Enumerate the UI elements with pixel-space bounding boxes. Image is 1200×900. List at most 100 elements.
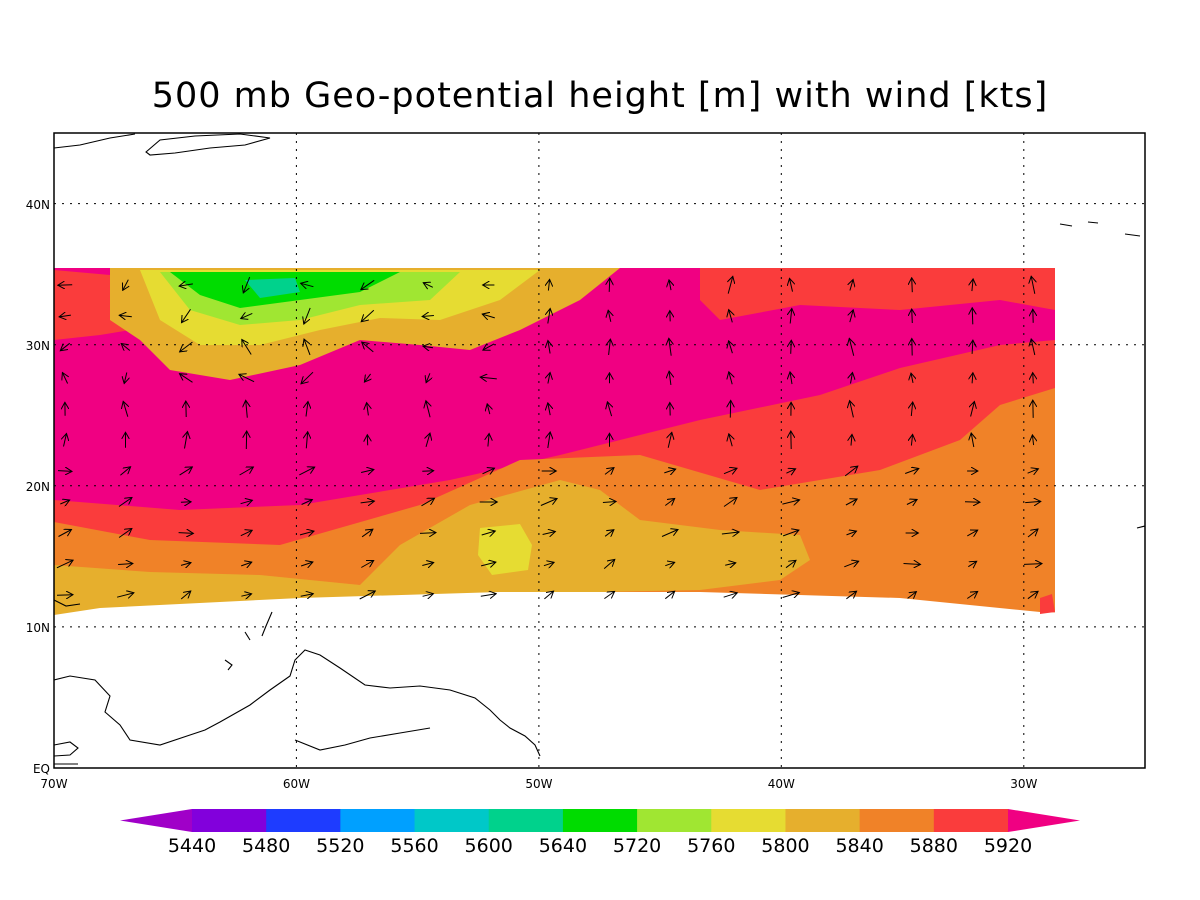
wind-arrow xyxy=(56,595,73,596)
wind-arrow xyxy=(786,469,795,473)
height-field xyxy=(54,268,1145,768)
lon-label-60w: 60W xyxy=(283,777,310,791)
colorbar-swatch xyxy=(266,809,341,832)
colorbar-label: 5640 xyxy=(539,835,587,857)
wind-arrow xyxy=(239,467,254,476)
wind-arrow xyxy=(609,339,611,355)
field-gold xyxy=(54,480,810,615)
colorbar-arrow-low xyxy=(120,809,192,832)
wind-arrow xyxy=(360,501,375,503)
wind-arrow xyxy=(64,434,67,447)
wind-arrow xyxy=(906,500,917,505)
wind-arrow xyxy=(426,373,430,382)
wind-arrow xyxy=(57,471,72,472)
wind-arrow xyxy=(56,560,73,569)
wind-arrow xyxy=(60,342,71,350)
wind-arrow xyxy=(118,529,132,538)
wind-arrow xyxy=(480,562,496,566)
lat-label-40n: 40N xyxy=(26,198,50,212)
wind-arrow xyxy=(540,499,557,506)
wind-arrow xyxy=(1032,435,1033,446)
wind-arrow xyxy=(602,502,616,503)
wind-arrow xyxy=(972,279,973,292)
wind-arrow xyxy=(782,593,800,598)
wind-arrow xyxy=(426,433,430,448)
wind-arrow xyxy=(665,499,674,506)
wind-arrow xyxy=(911,373,913,383)
wind-arrow xyxy=(1031,339,1035,356)
wind-arrow xyxy=(907,592,917,599)
wind-arrow xyxy=(668,432,672,448)
wind-arrow xyxy=(123,401,128,417)
lat-label-30n: 30N xyxy=(26,339,50,353)
lon-label-50w: 50W xyxy=(525,777,552,791)
wind-arrow xyxy=(367,403,369,416)
wind-arrow xyxy=(306,402,308,417)
lat-label-eq: EQ xyxy=(33,762,50,776)
wind-arrow xyxy=(548,432,550,449)
wind-arrow xyxy=(912,278,913,293)
colorbar-swatch xyxy=(933,809,1009,832)
wind-arrow xyxy=(850,401,854,418)
colorbar-label: 5560 xyxy=(390,835,438,857)
wind-arrow xyxy=(304,307,311,324)
lon-label-30w: 30W xyxy=(1010,777,1037,791)
wind-arrow xyxy=(179,467,193,476)
wind-arrow xyxy=(851,373,853,384)
colorbar-label: 5520 xyxy=(316,835,364,857)
wind-arrow xyxy=(912,309,913,324)
wind-arrow xyxy=(791,340,792,354)
colorbar-label: 5440 xyxy=(168,835,216,857)
wind-arrow xyxy=(243,276,251,293)
colorbar-swatch xyxy=(488,809,564,832)
wind-arrow xyxy=(972,373,973,384)
wind-arrow xyxy=(548,373,550,384)
lat-label-10n: 10N xyxy=(26,621,50,635)
wind-arrow xyxy=(967,530,977,536)
wind-arrow xyxy=(729,372,732,385)
wind-arrow xyxy=(180,374,193,383)
wind-arrow xyxy=(422,594,434,597)
colorbar-labels: 5440 5480 5520 5560 5600 5640 5720 5760 5800 5840… xyxy=(168,835,1032,857)
wind-arrow xyxy=(603,559,615,569)
wind-arrow xyxy=(664,469,675,473)
wind-arrow xyxy=(846,591,856,600)
wind-arrow xyxy=(120,467,130,476)
wind-arrow xyxy=(790,278,793,292)
wind-arrow xyxy=(548,309,550,324)
wind-arrow xyxy=(423,283,434,288)
colorbar-swatch xyxy=(859,809,935,832)
wind-arrow xyxy=(911,434,912,446)
wind-arrow xyxy=(362,342,374,353)
colorbar xyxy=(120,809,1080,832)
wind-arrow xyxy=(180,591,191,600)
wind-arrow xyxy=(911,402,912,417)
wind-arrow xyxy=(361,529,373,538)
wind-arrow xyxy=(851,434,852,446)
wind-arrow xyxy=(419,533,436,534)
wind-arrow xyxy=(482,314,495,318)
wind-arrow xyxy=(604,530,614,537)
wind-arrow xyxy=(301,283,314,286)
wind-arrow xyxy=(723,593,738,597)
wind-arrow xyxy=(180,341,193,352)
wind-arrow xyxy=(790,372,792,385)
wind-arrow xyxy=(607,402,611,417)
colorbar-arrow-high xyxy=(1008,809,1080,832)
coastlines xyxy=(54,133,1145,765)
wind-arrow xyxy=(721,532,739,534)
wind-arrow xyxy=(360,470,374,473)
colorbar-label: 5840 xyxy=(835,835,883,857)
wind-arrow xyxy=(241,562,252,566)
wind-arrow xyxy=(844,466,858,477)
wind-arrow xyxy=(665,562,674,565)
wind-arrow xyxy=(422,471,433,472)
wind-arrow xyxy=(59,315,71,317)
wind-arrow xyxy=(967,592,977,599)
wind-arrow xyxy=(421,498,435,507)
wind-arrow xyxy=(62,373,67,384)
wind-arrow xyxy=(608,310,611,322)
wind-arrow xyxy=(240,500,253,503)
wind-arrow xyxy=(361,561,373,568)
